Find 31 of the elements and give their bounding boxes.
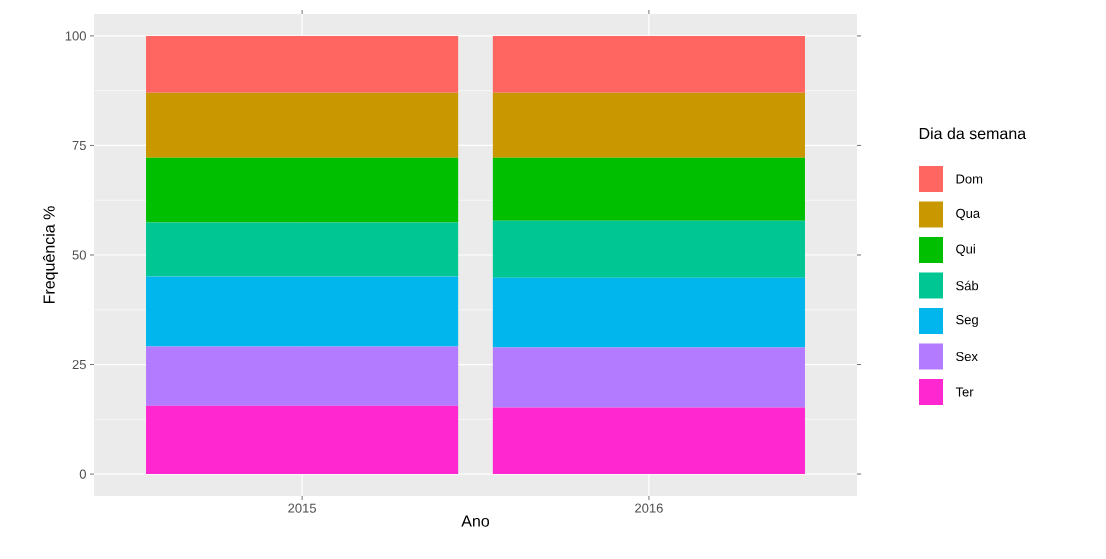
legend-label: Qua [956, 208, 981, 221]
bar [146, 346, 459, 406]
bar [492, 220, 805, 278]
x-axis-title: Ano [461, 515, 490, 527]
bar [492, 157, 805, 221]
legend-label: Qui [956, 244, 975, 256]
bar [146, 276, 459, 347]
legend-label: Sex [956, 351, 978, 362]
legend-label: Seg [956, 315, 978, 327]
bar [492, 277, 805, 348]
bar [492, 92, 805, 158]
y-tick-label: 100 [65, 31, 86, 41]
bar [492, 347, 805, 408]
y-tick-label: 0 [79, 469, 86, 479]
bar [146, 222, 459, 277]
bar [146, 35, 459, 93]
y-axis-title: Frequência % [42, 206, 58, 304]
legend-label: Ter [955, 387, 974, 397]
bar [146, 405, 459, 475]
x-tick-label: 2016 [635, 503, 663, 513]
legend-label: Dom [956, 174, 983, 184]
legend-label: Sáb [956, 280, 979, 291]
x-tick-label: 2015 [288, 503, 316, 513]
bar [492, 407, 805, 475]
bar [146, 157, 459, 223]
y-tick-label: 50 [72, 250, 86, 260]
y-tick-label: 25 [72, 359, 86, 370]
y-tick-label: 75 [72, 140, 86, 150]
bar [146, 92, 459, 158]
legend-title: Dia da semana [919, 127, 1027, 140]
bar [492, 35, 805, 93]
